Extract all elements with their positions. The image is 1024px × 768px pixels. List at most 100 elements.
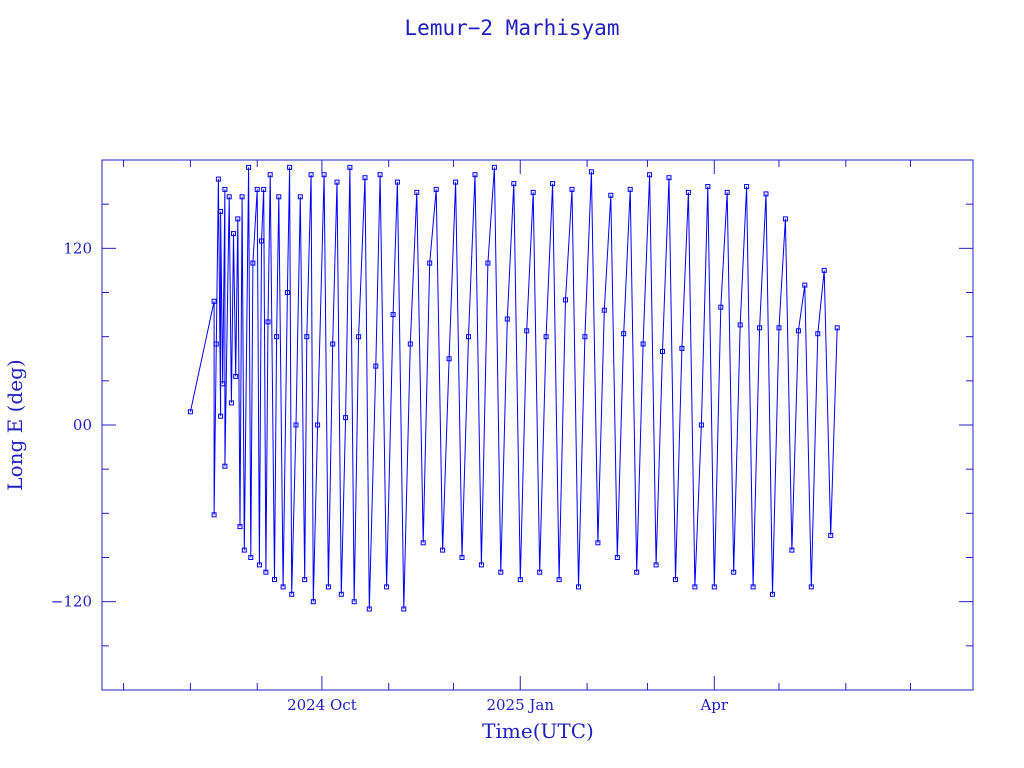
- data-point: [427, 260, 433, 266]
- data-point: [466, 334, 471, 340]
- data-point: [211, 512, 217, 518]
- data-point: [356, 334, 362, 340]
- points-layer: [187, 164, 840, 612]
- data-point: [222, 463, 228, 469]
- data-point: [621, 331, 627, 337]
- data-point: [569, 186, 575, 192]
- data-point: [308, 172, 314, 178]
- data-point: [815, 331, 821, 337]
- data-point: [287, 164, 293, 170]
- data-point: [627, 186, 633, 192]
- data-point: [737, 322, 743, 328]
- data-point: [666, 175, 672, 181]
- data-point: [647, 172, 653, 178]
- data-point: [802, 282, 808, 288]
- data-point: [782, 216, 788, 222]
- data-point: [272, 577, 277, 583]
- data-point: [407, 341, 413, 347]
- data-point: [351, 599, 357, 605]
- data-point: [233, 373, 239, 379]
- data-point: [315, 422, 321, 428]
- data-point: [302, 577, 308, 583]
- data-point: [231, 231, 236, 237]
- series-layer: [189, 167, 838, 610]
- data-point: [705, 184, 711, 189]
- data-point: [698, 422, 704, 428]
- data-point: [718, 304, 724, 310]
- data-point: [246, 164, 252, 170]
- data-point: [228, 400, 234, 406]
- data-point: [530, 189, 536, 195]
- data-point: [265, 319, 271, 325]
- data-point: [420, 540, 426, 546]
- data-point: [304, 334, 310, 340]
- data-point: [660, 348, 665, 354]
- data-point: [254, 186, 260, 192]
- data-point: [595, 540, 601, 546]
- data-point: [297, 194, 303, 200]
- data-point: [834, 325, 840, 331]
- data-point: [334, 179, 340, 185]
- data-point: [763, 191, 769, 197]
- data-point: [237, 524, 243, 530]
- data-point: [325, 584, 331, 590]
- data-point: [187, 409, 193, 415]
- data-point: [453, 179, 459, 185]
- ticks-layer: −120 00 120 2024 Oct 2025 Jan Apr: [51, 160, 973, 714]
- data-point: [524, 328, 530, 334]
- data-point: [384, 584, 390, 590]
- data-point: [582, 334, 588, 340]
- data-point: [556, 577, 562, 583]
- data-point: [390, 312, 396, 318]
- data-point: [563, 297, 568, 303]
- data-point: [394, 179, 400, 185]
- data-point: [789, 547, 795, 553]
- data-point: [220, 381, 226, 387]
- data-point: [685, 189, 691, 195]
- data-point: [640, 341, 646, 347]
- data-point: [211, 298, 217, 304]
- data-point: [226, 194, 232, 200]
- data-point: [377, 172, 383, 178]
- data-point: [692, 584, 698, 590]
- data-point: [478, 562, 484, 568]
- data-point: [770, 591, 775, 597]
- data-point: [517, 577, 523, 583]
- data-point: [218, 209, 224, 214]
- data-point: [414, 189, 420, 195]
- data-point: [614, 555, 620, 560]
- data-point: [808, 584, 814, 590]
- data-point: [543, 334, 549, 340]
- data-point: [446, 356, 452, 362]
- data-point: [284, 290, 290, 295]
- data-point: [498, 569, 504, 575]
- data-point: [588, 169, 594, 175]
- y-tick-label: 120: [63, 239, 92, 257]
- data-point: [550, 181, 556, 187]
- data-point: [310, 599, 316, 605]
- y-tick-label: 00: [73, 416, 92, 434]
- data-point: [274, 334, 280, 340]
- data-point: [321, 172, 327, 178]
- data-point: [250, 260, 256, 266]
- labels-layer: Time(UTC) Long E (deg): [3, 359, 594, 743]
- data-point: [711, 584, 717, 590]
- data-point: [634, 569, 640, 575]
- data-point: [267, 172, 273, 178]
- data-point: [239, 194, 245, 200]
- data-point: [330, 341, 336, 347]
- data-point: [289, 591, 295, 597]
- data-point: [259, 238, 264, 244]
- data-point: [280, 584, 286, 590]
- data-point: [795, 328, 801, 334]
- x-tick-label: Apr: [699, 696, 728, 714]
- data-point: [440, 547, 446, 553]
- data-point: [485, 260, 491, 266]
- y-tick-label: −120: [51, 593, 92, 611]
- data-point: [653, 562, 659, 568]
- data-point: [401, 606, 407, 612]
- data-point: [215, 176, 221, 182]
- x-axis-label: Time(UTC): [482, 719, 594, 743]
- x-tick-label: 2024 Oct: [287, 696, 357, 714]
- data-point: [750, 584, 756, 590]
